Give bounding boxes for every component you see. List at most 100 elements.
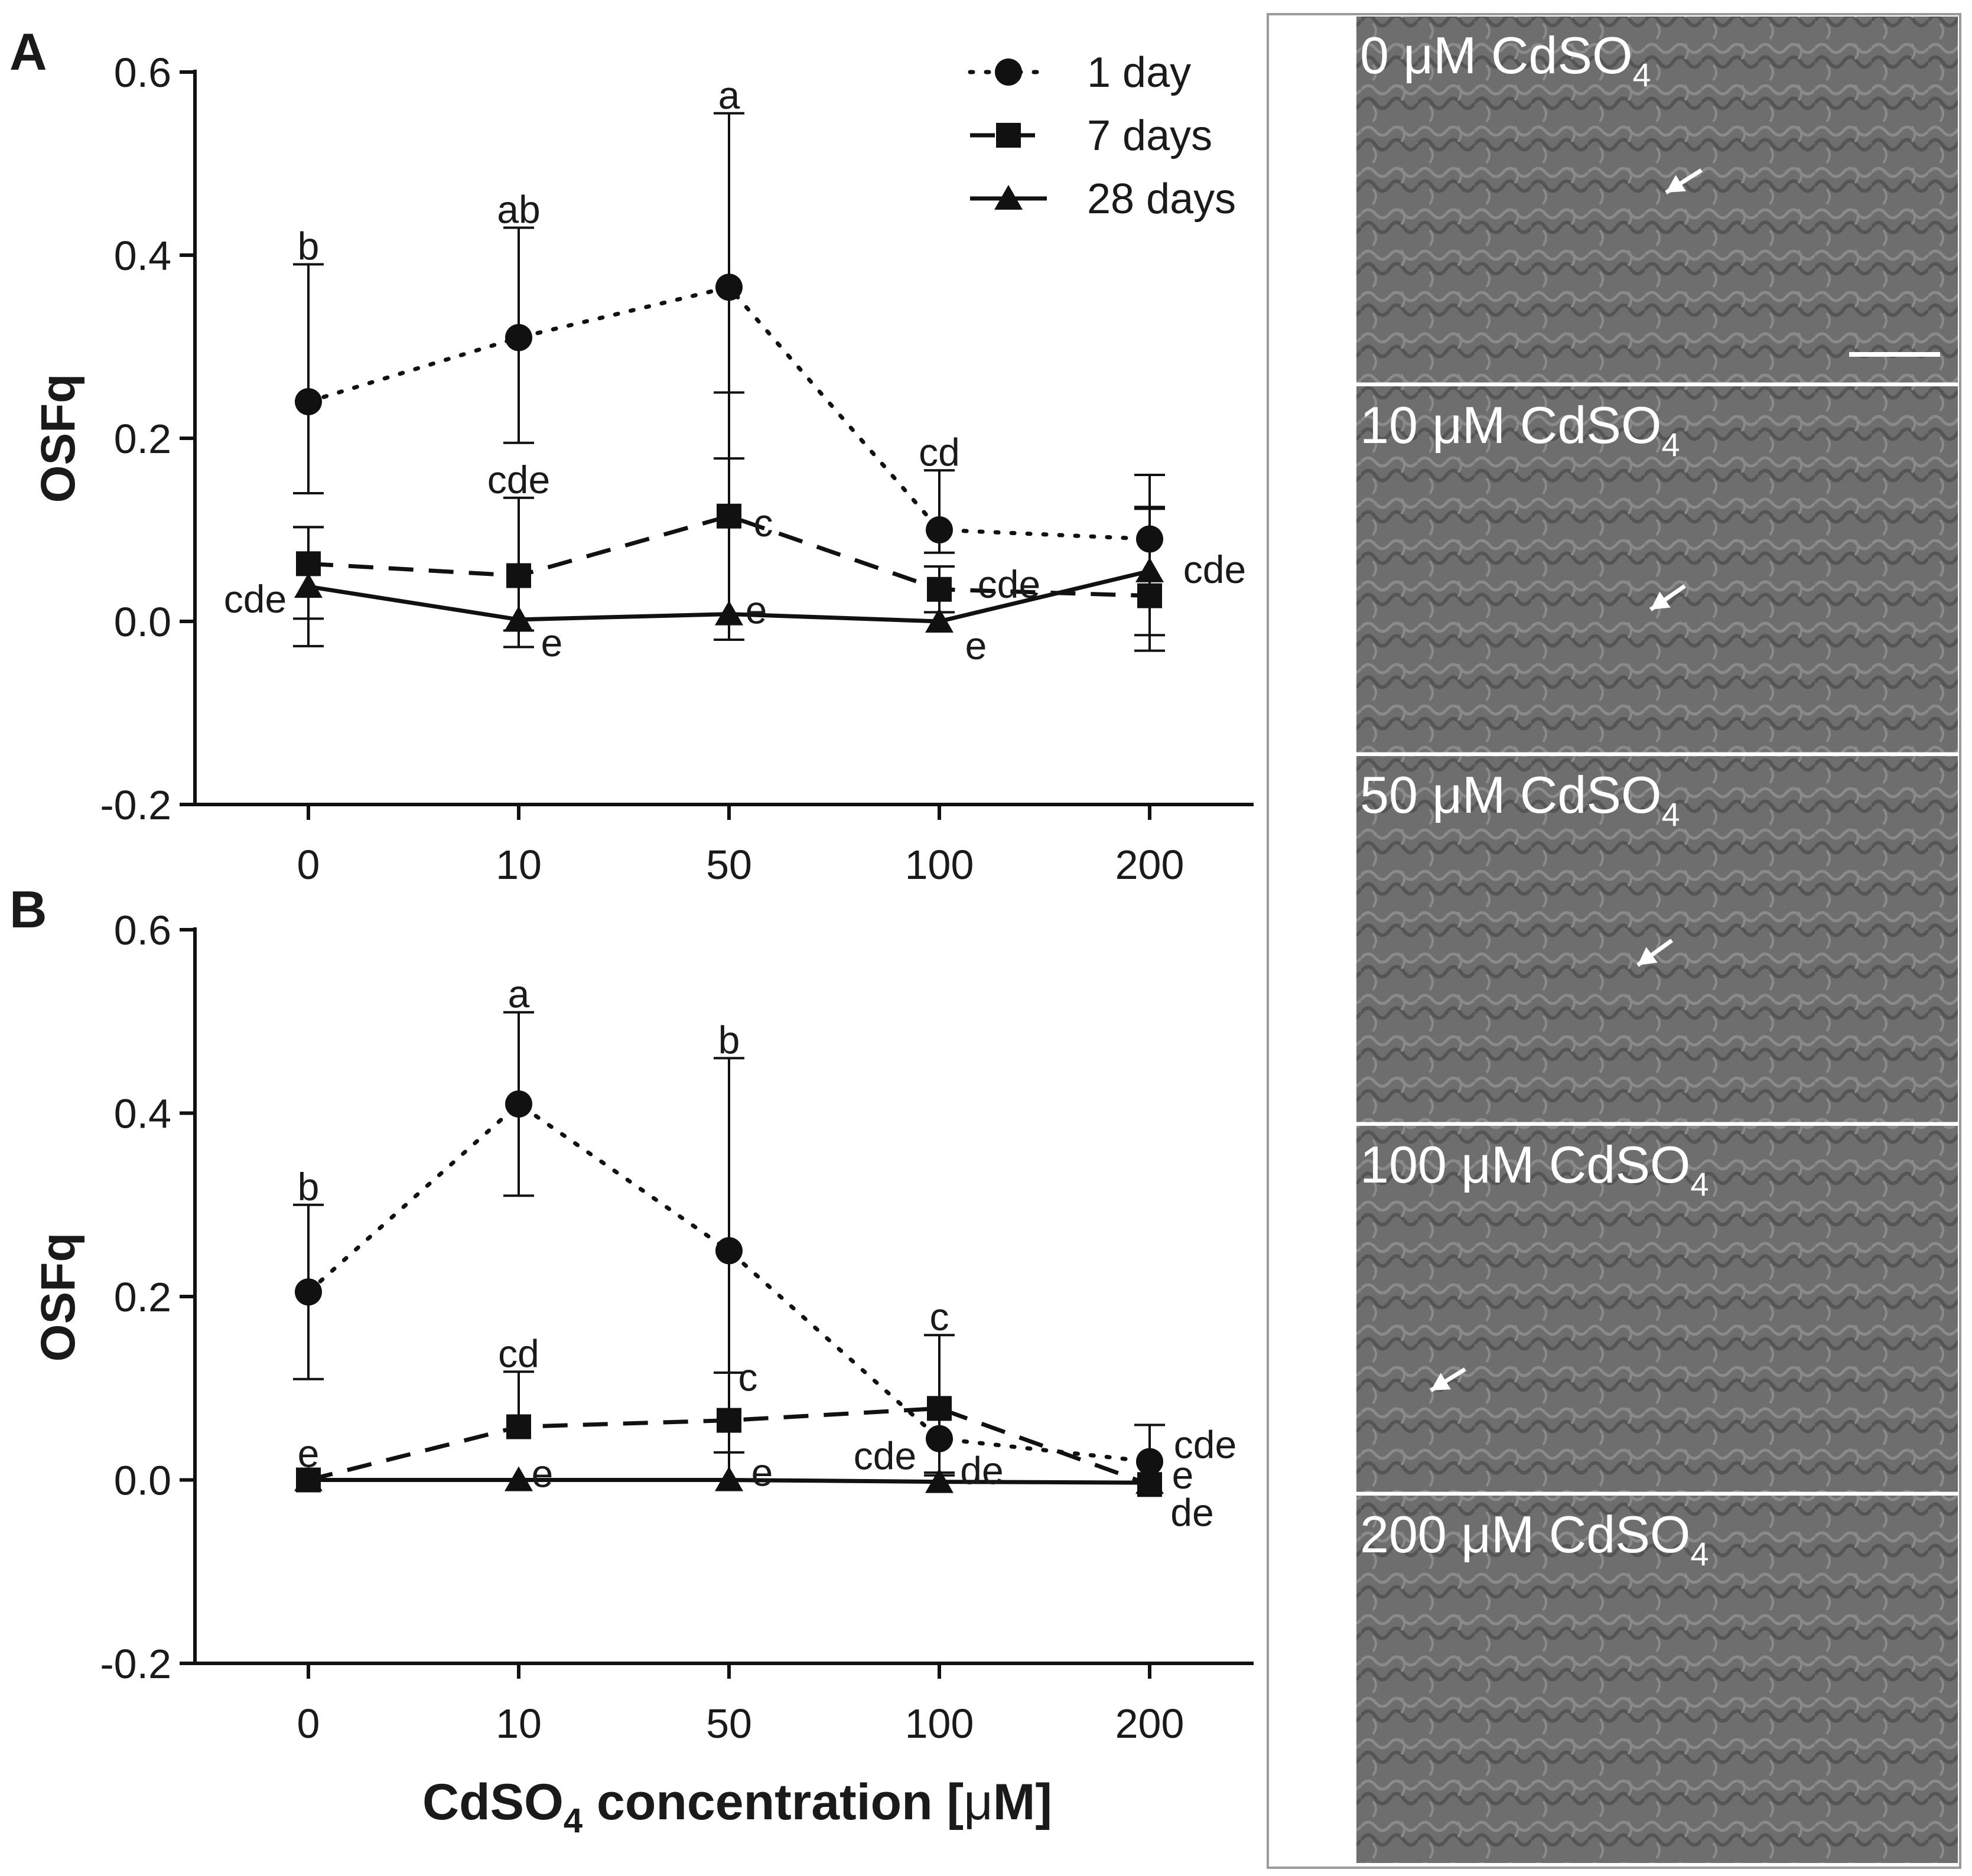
x-tick-label: 10 xyxy=(496,1701,542,1747)
arrow-icon-head xyxy=(1431,1373,1451,1390)
y-tick-label: 0.0 xyxy=(114,599,171,645)
sem-label-mu: μ xyxy=(1461,1135,1491,1194)
data-point-triangle xyxy=(925,1468,954,1493)
x-tick-label: 100 xyxy=(905,842,974,888)
x-axis-title-suffix: concentration [ xyxy=(583,1774,964,1831)
sem-label-subscript: 4 xyxy=(1690,1165,1709,1203)
legend-marker-square xyxy=(996,123,1021,148)
sem-label-prefix: 100 xyxy=(1360,1135,1461,1194)
significance-letter: cd xyxy=(498,1331,539,1375)
x-tick-label: 10 xyxy=(496,842,542,888)
significance-letter: c xyxy=(754,501,773,545)
y-tick-label: -0.2 xyxy=(100,782,171,828)
y-tick-label: 0.6 xyxy=(114,907,171,953)
x-tick-label: 50 xyxy=(706,842,752,888)
significance-letter: b xyxy=(298,1165,320,1209)
legend-marker-circle xyxy=(995,58,1022,86)
y-tick-label: 0.4 xyxy=(114,1091,171,1137)
data-point-square xyxy=(927,577,952,602)
sem-label: 0 μM CdSO4 xyxy=(1360,26,1651,93)
significance-letter: e xyxy=(541,621,563,665)
data-point-triangle xyxy=(294,573,323,598)
series-line-1-day xyxy=(306,285,1152,541)
data-point-triangle xyxy=(925,608,954,633)
significance-letter: e xyxy=(746,588,767,632)
series-line-7-days xyxy=(308,1406,1151,1487)
sem-label-compound: M CdSO xyxy=(1491,1505,1690,1564)
y-tick-label: 0.6 xyxy=(114,50,171,96)
x-tick-label: 200 xyxy=(1115,1701,1184,1747)
sem-label-compound: M CdSO xyxy=(1433,26,1632,84)
significance-letter: e xyxy=(751,1451,773,1494)
data-point-circle xyxy=(295,388,322,415)
y-tick-label: 0.2 xyxy=(114,1274,171,1320)
data-point-triangle xyxy=(1135,557,1164,582)
arrow-icon-head xyxy=(1651,591,1671,610)
sem-label-compound: M CdSO xyxy=(1462,396,1661,454)
y-tick-label: 0.0 xyxy=(114,1458,171,1504)
data-point-triangle xyxy=(505,1466,533,1491)
data-point-square xyxy=(717,1408,741,1433)
sem-micrograph xyxy=(1356,1496,1958,1863)
data-point-circle xyxy=(505,1090,532,1118)
sem-label-prefix: 0 xyxy=(1360,26,1403,84)
sem-label: 100 μM CdSO4 xyxy=(1360,1135,1709,1203)
data-point-circle xyxy=(505,324,532,351)
sem-label-subscript: 4 xyxy=(1632,56,1651,93)
sem-image: 50 μM CdSO4 xyxy=(1356,756,1958,1125)
x-axis-title-subscript: 4 xyxy=(564,1802,583,1840)
data-point-triangle xyxy=(715,1466,743,1491)
significance-letter: a xyxy=(508,972,530,1016)
sem-micrograph xyxy=(1356,1126,1958,1493)
sem-label-subscript: 4 xyxy=(1690,1535,1709,1572)
x-axis-title-mu: μ xyxy=(964,1774,993,1831)
legend: 1 day 7 days 28 days xyxy=(968,49,1236,223)
x-axis-title: CdSO4 concentration [μM] xyxy=(422,1774,1052,1840)
significance-letter: c xyxy=(930,1295,949,1338)
data-point-square xyxy=(927,1396,952,1421)
data-point-circle xyxy=(715,1237,743,1265)
significance-letter: cd xyxy=(919,430,960,474)
sem-micrograph xyxy=(1356,386,1958,754)
x-tick-label: 50 xyxy=(706,1701,752,1747)
significance-letter: a xyxy=(718,73,740,117)
significance-letter: ab xyxy=(497,188,540,232)
significance-letter: b xyxy=(718,1018,740,1061)
y-axis-label: OSFq xyxy=(31,1233,85,1362)
data-point-square xyxy=(506,563,531,588)
significance-letter: cde xyxy=(1174,1422,1236,1466)
sem-label-prefix: 10 xyxy=(1360,396,1432,454)
panel-label-b: B xyxy=(9,880,47,939)
sem-label-compound: M CdSO xyxy=(1491,1135,1690,1194)
sem-label: 50 μM CdSO4 xyxy=(1360,766,1680,833)
sem-label-subscript: 4 xyxy=(1661,426,1680,463)
sem-label-mu: μ xyxy=(1403,26,1433,84)
sem-label-compound: M CdSO xyxy=(1462,766,1661,824)
sem-micrograph xyxy=(1356,17,1958,384)
significance-letter: e xyxy=(965,624,987,667)
data-point-circle xyxy=(1136,1448,1163,1476)
x-axis-title-prefix: CdSO xyxy=(422,1774,564,1831)
sem-label-mu: μ xyxy=(1432,396,1462,454)
sem-label-prefix: 50 xyxy=(1360,766,1432,824)
sem-label-mu: μ xyxy=(1461,1505,1491,1564)
sem-micrograph xyxy=(1356,756,1958,1123)
sem-image: 200 μM CdSO4 xyxy=(1356,1496,1958,1863)
significance-letter: de xyxy=(1170,1490,1213,1534)
y-tick-label: 0.4 xyxy=(114,233,171,279)
legend-label: 7 days xyxy=(1087,112,1212,159)
data-point-circle xyxy=(295,1278,322,1306)
x-tick-label: 0 xyxy=(297,842,320,888)
y-axis-label: OSFq xyxy=(31,374,85,503)
data-point-circle xyxy=(715,273,743,301)
significance-letter: cde xyxy=(487,458,550,501)
legend-label: 1 day xyxy=(1087,49,1191,96)
data-point-triangle xyxy=(1135,1469,1164,1494)
data-point-circle xyxy=(926,516,953,543)
significance-letter: e xyxy=(532,1452,554,1496)
significance-letter: c xyxy=(738,1356,758,1399)
data-point-triangle xyxy=(294,1466,323,1491)
data-point-square xyxy=(506,1414,531,1439)
